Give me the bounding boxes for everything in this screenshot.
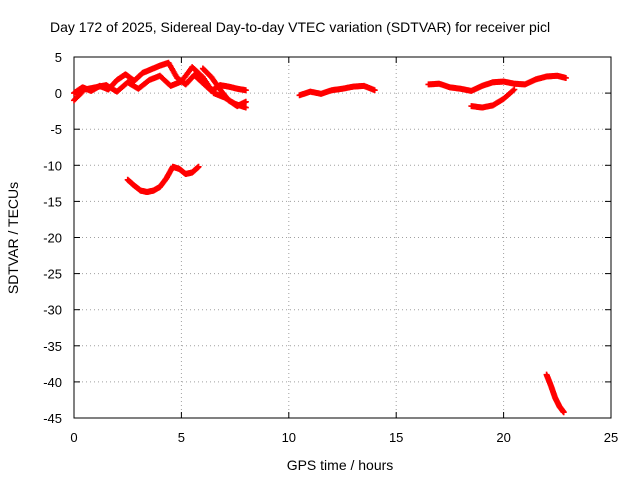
series-arc-4a bbox=[425, 72, 569, 94]
y-tick-label: -5 bbox=[50, 122, 62, 137]
x-tick-label: 15 bbox=[389, 430, 403, 445]
data-point bbox=[511, 86, 518, 93]
y-tick-label: -15 bbox=[43, 194, 62, 209]
series-arc-5 bbox=[543, 371, 567, 416]
series-arc-3 bbox=[296, 82, 378, 99]
y-tick-label: -30 bbox=[43, 303, 62, 318]
data-point bbox=[242, 98, 249, 105]
y-tick-label: -25 bbox=[43, 267, 62, 282]
x-axis-label: GPS time / hours bbox=[287, 457, 394, 473]
x-axis-ticks: 0 5 10 15 20 25 bbox=[70, 57, 618, 445]
data-point bbox=[371, 87, 378, 94]
x-tick-label: 0 bbox=[70, 430, 77, 445]
data-point bbox=[195, 163, 202, 170]
data-point bbox=[242, 104, 249, 111]
data-points bbox=[71, 59, 569, 416]
x-tick-label: 20 bbox=[496, 430, 510, 445]
y-tick-label: 0 bbox=[55, 86, 62, 101]
x-tick-label: 10 bbox=[282, 430, 296, 445]
grid-lines bbox=[74, 57, 611, 418]
y-tick-label: -10 bbox=[43, 158, 62, 173]
data-point bbox=[562, 74, 569, 81]
series-arc-4b bbox=[468, 86, 518, 111]
chart-title: Day 172 of 2025, Sidereal Day-to-day VTE… bbox=[50, 19, 550, 35]
data-point bbox=[242, 87, 249, 94]
y-axis-ticks: 5 0 -5 -10 -15 -20 -25 -30 -35 -40 -45 bbox=[43, 50, 611, 426]
y-axis-label: SDTVAR / TECUs bbox=[5, 182, 21, 294]
x-tick-label: 25 bbox=[604, 430, 618, 445]
data-point bbox=[510, 87, 517, 94]
series-arc-1c bbox=[199, 65, 249, 110]
series-arc-2 bbox=[124, 163, 202, 196]
y-tick-label: -20 bbox=[43, 231, 62, 246]
data-point bbox=[560, 409, 567, 416]
y-tick-label: -45 bbox=[43, 411, 62, 426]
y-tick-label: -35 bbox=[43, 339, 62, 354]
y-tick-label: 5 bbox=[55, 50, 62, 65]
x-tick-label: 5 bbox=[178, 430, 185, 445]
y-tick-label: -40 bbox=[43, 375, 62, 390]
